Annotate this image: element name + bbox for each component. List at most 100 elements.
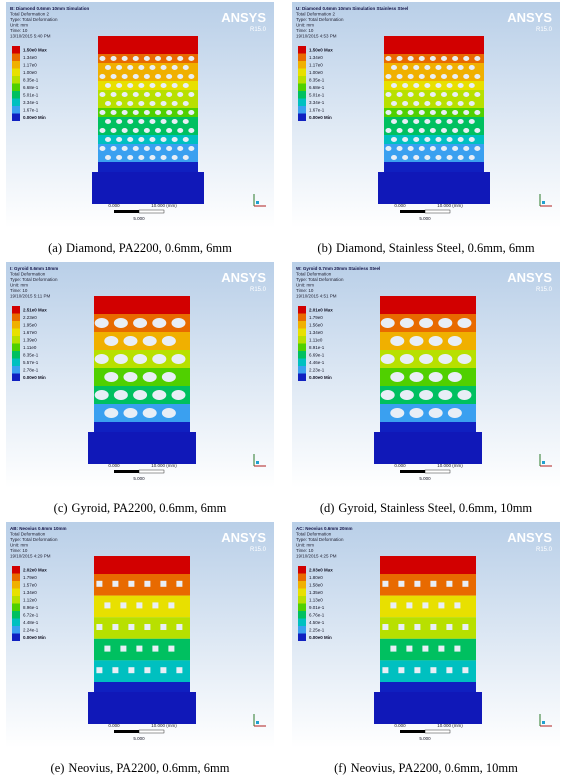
lattice-hole: [430, 74, 436, 79]
lattice-hole: [469, 83, 475, 88]
lattice-hole: [452, 56, 458, 61]
legend-label: 1.34e0: [309, 330, 323, 335]
lattice-hole: [171, 354, 185, 364]
lattice-hole: [172, 65, 178, 70]
lattice-hole: [104, 602, 110, 608]
legend-label: 3.34e-1: [23, 100, 39, 105]
legend-label: 1.12e0: [23, 598, 37, 603]
lattice-hole: [457, 318, 471, 328]
lattice-hole: [381, 318, 395, 328]
lattice-hole: [144, 74, 150, 79]
lattice-hole: [446, 581, 452, 587]
version: R15.0: [250, 27, 267, 33]
lattice-hole: [104, 336, 118, 346]
legend-swatch: [298, 581, 306, 589]
lattice-hole: [116, 155, 122, 160]
version: R15.0: [536, 287, 553, 293]
lattice-hole: [452, 74, 458, 79]
legend-swatch: [298, 626, 306, 634]
lattice-hole: [127, 137, 133, 142]
scale-label: 10.000 (mm): [437, 203, 463, 208]
legend-swatch: [298, 91, 306, 99]
lattice-hole: [149, 83, 155, 88]
lattice-hole: [161, 155, 167, 160]
lattice-hole: [381, 354, 395, 364]
bottom-plate: [384, 162, 484, 172]
bottom-plate: [94, 682, 190, 692]
lattice-hole: [122, 56, 128, 61]
lattice-hole: [414, 624, 420, 630]
lattice-hole: [454, 602, 460, 608]
triad-origin: [542, 721, 545, 724]
lattice-hole: [114, 354, 128, 364]
legend-label: 1.57e0: [23, 583, 37, 588]
legend-label: 1.13e0: [309, 598, 323, 603]
legend-label: 9.01e-1: [309, 605, 325, 610]
scale-label: 0.000: [108, 203, 120, 208]
lattice-hole: [172, 119, 178, 124]
lattice-hole: [166, 128, 172, 133]
lattice-hole: [104, 646, 110, 652]
brand: ANSYS: [507, 270, 552, 285]
lattice-hole: [188, 74, 194, 79]
caption-text: Diamond, Stainless Steel, 0.6mm, 6mm: [336, 241, 535, 255]
lattice-hole: [111, 74, 117, 79]
lattice-hole: [447, 83, 453, 88]
legend-swatch: [12, 106, 20, 114]
lattice-hole: [161, 101, 167, 106]
legend-swatch: [12, 626, 20, 634]
lattice-hole: [391, 83, 397, 88]
legend-swatch: [298, 99, 306, 107]
lattice-hole: [138, 65, 144, 70]
lattice-hole: [452, 128, 458, 133]
scale-label: 10.000 (mm): [151, 463, 177, 468]
lattice-hole: [149, 65, 155, 70]
legend-swatch: [12, 314, 20, 322]
legend-label: 1.35e0: [309, 590, 323, 595]
legend-label: 1.67e-1: [23, 108, 39, 113]
scale-bar-dark: [114, 210, 139, 213]
lattice-hole: [138, 137, 144, 142]
legend-label: 2.24e-1: [23, 628, 39, 633]
lattice-hole: [424, 83, 430, 88]
legend-swatch: [12, 634, 20, 642]
lattice-hole: [133, 92, 139, 97]
legend-swatch: [298, 604, 306, 612]
lattice-hole: [419, 146, 425, 151]
lattice-hole: [429, 408, 443, 418]
lattice-hole: [419, 110, 425, 115]
lattice-hole: [161, 65, 167, 70]
lattice-hole: [133, 74, 139, 79]
lattice-hole: [402, 101, 408, 106]
lattice-hole: [447, 101, 453, 106]
scale-label: 0.000: [108, 463, 120, 468]
lattice-hole: [120, 602, 126, 608]
lattice-hole: [111, 56, 117, 61]
legend-label: 1.34e0: [309, 55, 323, 60]
triad-origin: [256, 201, 259, 204]
lattice-hole: [430, 110, 436, 115]
lattice-hole: [382, 624, 388, 630]
lattice-hole: [111, 146, 117, 151]
lattice-hole: [452, 92, 458, 97]
scale-label: 10.000 (mm): [437, 723, 463, 728]
scale-label: 0.000: [394, 463, 406, 468]
lattice-hole: [172, 83, 178, 88]
lattice-hole: [414, 667, 420, 673]
lattice-hole: [419, 390, 433, 400]
lattice-hole: [385, 74, 391, 79]
legend-swatch: [12, 604, 20, 612]
lattice-hole: [458, 101, 464, 106]
panel: W: Gyroid 0.7mm 20mm Stainless SteelTota…: [292, 262, 560, 488]
lattice-hole: [162, 336, 176, 346]
legend-swatch: [12, 76, 20, 84]
lattice-hole: [127, 155, 133, 160]
lattice-hole: [96, 581, 102, 587]
lattice-hole: [402, 137, 408, 142]
base-block: [378, 172, 490, 204]
lattice-hole: [413, 137, 419, 142]
legend-label: 2.01e0 Max: [309, 308, 333, 313]
lattice-hole: [171, 390, 185, 400]
lattice-hole: [105, 155, 111, 160]
lattice-hole: [133, 390, 147, 400]
